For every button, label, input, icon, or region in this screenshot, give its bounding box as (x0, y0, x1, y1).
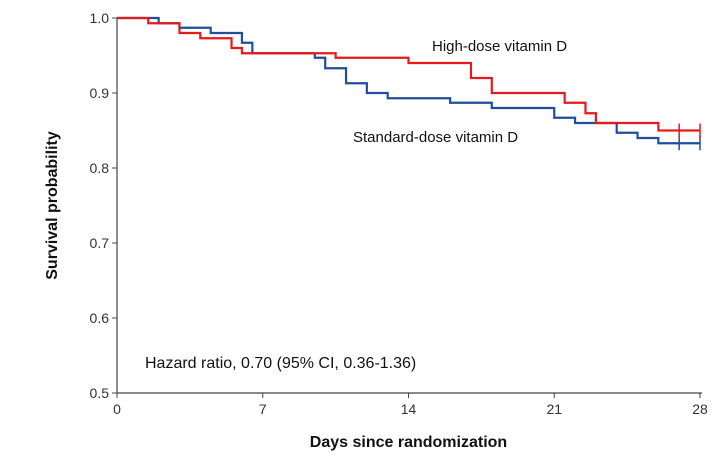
x-axis-title: Days since randomization (310, 434, 507, 451)
x-tick-label: 7 (259, 401, 267, 417)
axes: 0.5 0.6 0.7 0.8 0.9 1.0 0 7 14 21 28 (90, 10, 708, 417)
y-tick-label: 0.5 (90, 385, 110, 401)
series-layer (117, 16, 701, 151)
y-tick-label: 0.9 (90, 85, 110, 101)
series-line (117, 16, 700, 145)
x-tick-label: 14 (401, 401, 417, 417)
series-label-high-dose: High-dose vitamin D (432, 38, 567, 55)
series-label-standard-dose: Standard-dose vitamin D (353, 129, 518, 146)
hazard-ratio-annotation: Hazard ratio, 0.70 (95% CI, 0.36-1.36) (145, 355, 416, 372)
y-tick-label: 0.6 (90, 310, 110, 326)
y-tick-label: 1.0 (90, 10, 110, 26)
x-tick-label: 0 (113, 401, 121, 417)
y-tick-label: 0.7 (90, 235, 110, 251)
x-tick-label: 28 (692, 401, 708, 417)
y-tick-label: 0.8 (90, 160, 110, 176)
x-tick-label: 21 (546, 401, 562, 417)
y-axis-title: Survival probability (44, 131, 61, 280)
series-line (117, 16, 700, 132)
